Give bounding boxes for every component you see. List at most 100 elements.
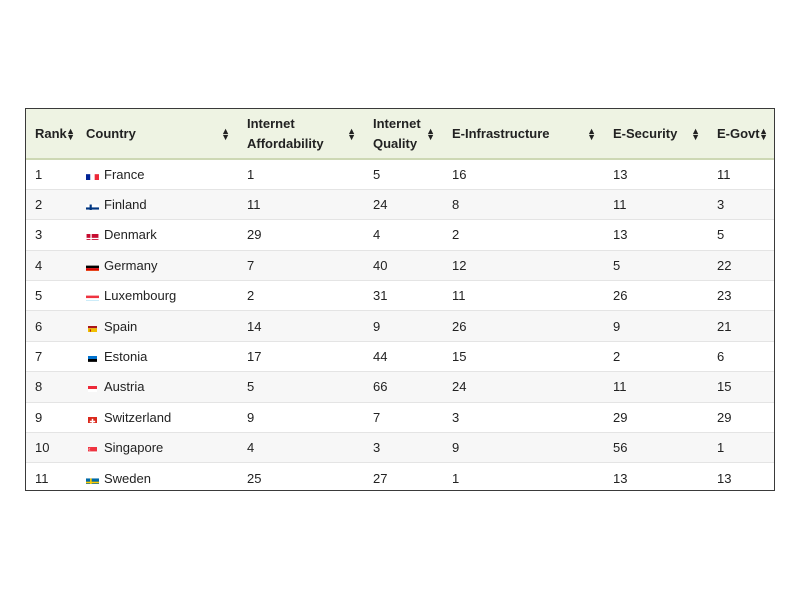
rank-cell: 1: [35, 166, 43, 182]
table-row: 3 Denmark 29 4 2 13 5: [26, 219, 774, 251]
country-name: Switzerland: [104, 409, 172, 425]
ranking-table: Rank ▲ ▼ Country ▲ ▼ Internet Affordabilit…: [26, 109, 774, 490]
column-header-label: Country: [86, 125, 136, 141]
rank-cell: 10: [35, 440, 50, 456]
e-security-cell: 29: [613, 409, 628, 425]
column-header-label: Rank: [35, 125, 67, 141]
country-cell: Sweden: [77, 463, 238, 490]
flag-austria-icon: [86, 383, 99, 393]
country-name: Spain: [104, 318, 138, 334]
country-name: Sweden: [104, 470, 151, 486]
country-cell: Singapore: [77, 433, 238, 463]
rank-cell: 7: [35, 349, 43, 365]
internet-quality-cell: 3: [373, 440, 381, 456]
e-security-cell: 2: [613, 349, 621, 365]
ranking-table-container: Rank ▲ ▼ Country ▲ ▼ Internet Affordabilit…: [25, 108, 775, 491]
e-infrastructure-cell: 1: [452, 470, 460, 486]
e-infrastructure-cell: 12: [452, 257, 467, 273]
table-row: 11 Sweden 25 27 1 13 13: [26, 462, 774, 490]
sort-icon[interactable]: ▲ ▼: [587, 125, 596, 142]
flag-luxembourg-icon: [86, 292, 99, 302]
column-header-label: E-Govt: [717, 125, 760, 141]
e-infrastructure-cell: 26: [452, 318, 467, 334]
table-row: 4 Germany 7 40 12 5 22: [26, 250, 774, 281]
internet-affordability-cell: 25: [247, 470, 262, 486]
column-header-e-govt[interactable]: E-Govt ▲ ▼: [708, 109, 774, 159]
table-row: 9 Switzerland 9 7 3 29 29: [26, 402, 774, 433]
table-row: 7 Estonia 17 44 15 2 6: [26, 341, 774, 372]
column-header-e-infrastructure[interactable]: E-Infrastructure ▲ ▼: [443, 109, 604, 159]
country-cell: Switzerland: [77, 402, 238, 432]
e-infrastructure-cell: 8: [452, 197, 460, 213]
internet-affordability-cell: 17: [247, 349, 262, 365]
country-cell: France: [77, 159, 238, 189]
e-infrastructure-cell: 24: [452, 379, 467, 395]
country-cell: Germany: [77, 250, 238, 280]
column-header-label: Internet Affordability: [247, 115, 324, 151]
sort-icon[interactable]: ▲ ▼: [66, 125, 75, 142]
internet-affordability-cell: 1: [247, 166, 255, 182]
country-cell: Luxembourg: [77, 281, 238, 311]
rank-cell: 6: [35, 318, 43, 334]
internet-affordability-cell: 4: [247, 440, 255, 456]
sort-icon[interactable]: ▲ ▼: [347, 125, 356, 142]
sort-icon[interactable]: ▲ ▼: [691, 125, 700, 142]
e-infrastructure-cell: 16: [452, 166, 467, 182]
country-name: Finland: [104, 197, 147, 213]
internet-quality-cell: 44: [373, 349, 388, 365]
country-name: Germany: [104, 257, 158, 273]
table-row: 1 France 1 5 16 13 11: [26, 159, 774, 190]
flag-spain-icon: [86, 323, 99, 332]
sort-icon[interactable]: ▲ ▼: [426, 125, 435, 142]
column-header-internet-quality[interactable]: Internet Quality ▲ ▼: [364, 109, 443, 159]
flag-germany-icon: [86, 262, 99, 271]
sort-icon[interactable]: ▲ ▼: [221, 125, 230, 142]
internet-quality-cell: 4: [373, 227, 381, 243]
table-row: 6 Spain 14 9 26 9 21: [26, 310, 774, 342]
column-header-country[interactable]: Country ▲ ▼: [77, 109, 238, 159]
flag-sweden-icon: [86, 475, 99, 484]
column-header-label: Internet Quality: [373, 115, 421, 151]
internet-quality-cell: 66: [373, 379, 388, 395]
country-name: Austria: [104, 379, 145, 395]
country-name: Singapore: [104, 440, 164, 456]
column-header-rank[interactable]: Rank ▲ ▼: [26, 109, 77, 159]
sort-icon[interactable]: ▲ ▼: [759, 125, 768, 142]
e-govt-cell: 22: [717, 257, 732, 273]
rank-cell: 9: [35, 409, 43, 425]
internet-affordability-cell: 5: [247, 379, 255, 395]
table-header-row: Rank ▲ ▼ Country ▲ ▼ Internet Affordabilit…: [26, 109, 774, 159]
flag-france-icon: [86, 171, 99, 180]
country-name: Denmark: [104, 227, 157, 243]
e-security-cell: 5: [613, 257, 621, 273]
e-govt-cell: 23: [717, 288, 732, 304]
e-govt-cell: 3: [717, 197, 725, 213]
country-cell: Spain: [77, 311, 238, 341]
country-cell: Estonia: [77, 341, 238, 371]
e-security-cell: 13: [613, 166, 628, 182]
table-body: 1 France 1 5 16 13 11 2 Finland 11 24 8 11 3 3 Denmark 2…: [26, 159, 774, 490]
table-row: 10 Singapore 4 3 9 56 1: [26, 432, 774, 463]
flag-finland-icon: [86, 201, 99, 211]
rank-cell: 3: [35, 227, 43, 243]
country-name: France: [104, 166, 145, 182]
e-infrastructure-cell: 11: [452, 288, 466, 304]
table-row: 5 Luxembourg 2 31 11 26 23: [26, 280, 774, 311]
rank-cell: 11: [35, 470, 49, 486]
internet-affordability-cell: 29: [247, 227, 262, 243]
column-header-e-security[interactable]: E-Security ▲ ▼: [604, 109, 708, 159]
e-govt-cell: 13: [717, 470, 732, 486]
e-govt-cell: 6: [717, 349, 725, 365]
country-name: Luxembourg: [104, 288, 177, 304]
country-cell: Finland: [77, 189, 238, 219]
rank-cell: 2: [35, 197, 43, 213]
e-infrastructure-cell: 9: [452, 440, 460, 456]
e-govt-cell: 11: [717, 166, 731, 182]
column-header-internet-affordability[interactable]: Internet Affordability ▲ ▼: [238, 109, 364, 159]
flag-denmark-icon: [86, 231, 99, 241]
e-security-cell: 9: [613, 318, 621, 334]
e-security-cell: 56: [613, 440, 628, 456]
internet-affordability-cell: 14: [247, 318, 262, 334]
e-govt-cell: 5: [717, 227, 725, 243]
e-govt-cell: 21: [717, 318, 732, 334]
